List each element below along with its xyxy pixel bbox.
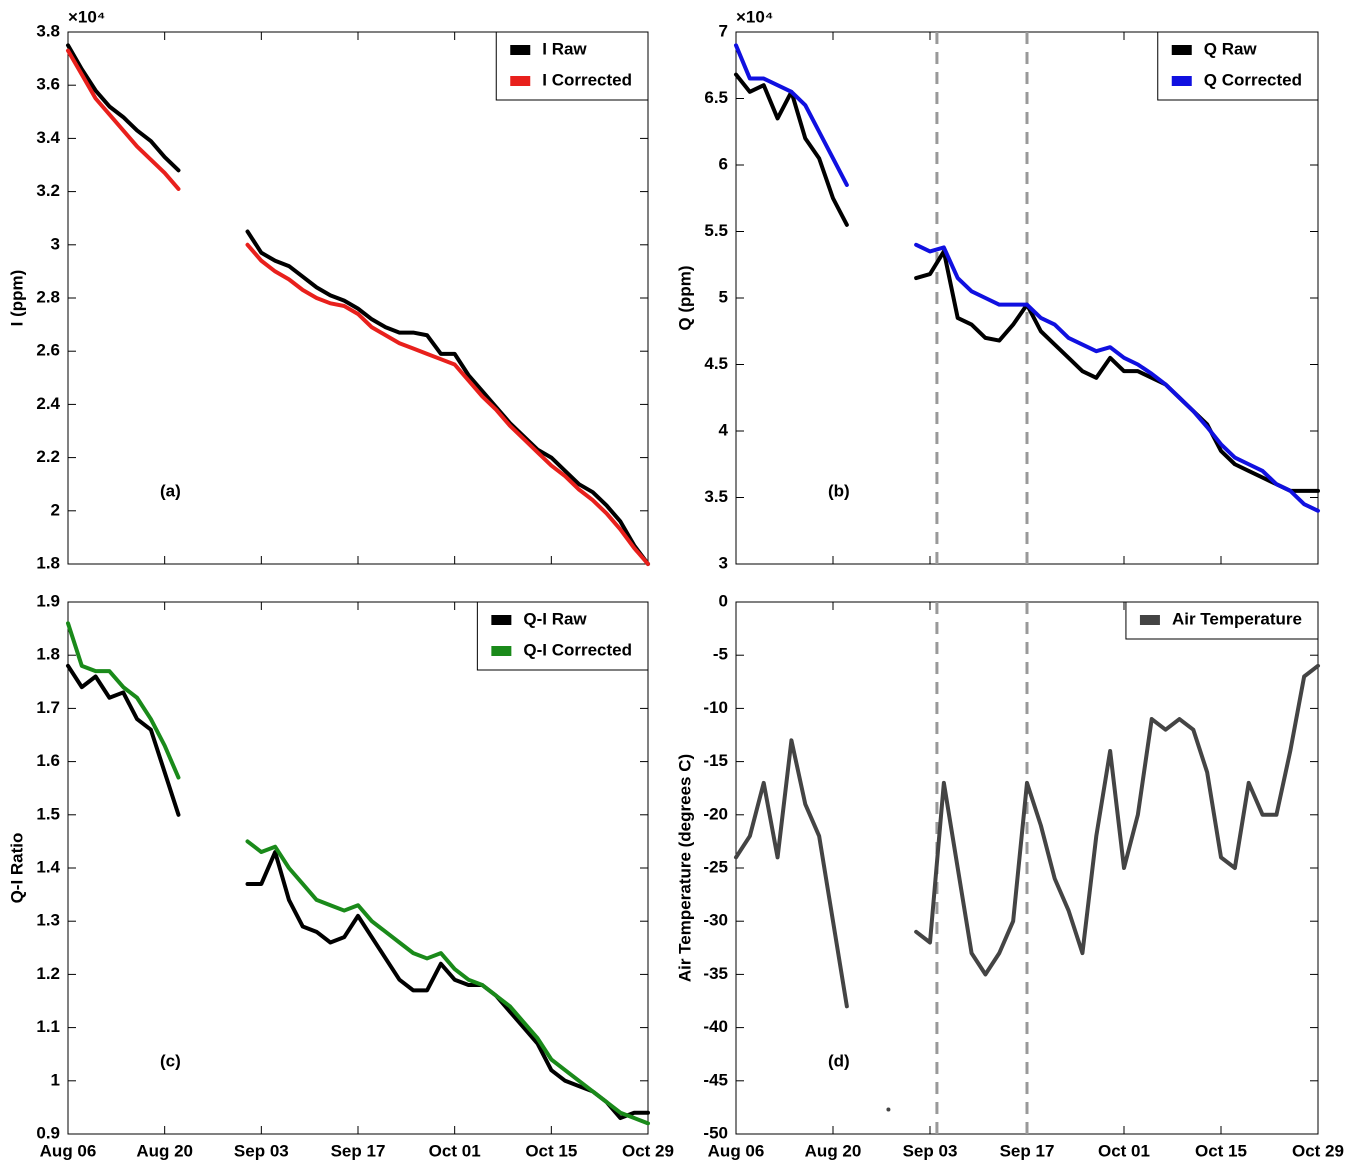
legend: I Raw I Corrected xyxy=(495,31,649,101)
x-tick-label: Oct 15 xyxy=(525,1141,577,1160)
y-tick-label: 4.5 xyxy=(704,354,728,373)
x-tick-label: Sep 03 xyxy=(903,1141,958,1160)
legend-swatch xyxy=(510,76,531,86)
y-tick-label: -40 xyxy=(703,1017,728,1036)
y-tick-label: 2 xyxy=(51,500,60,519)
plot-area xyxy=(67,601,649,1135)
x-tick-label: Sep 17 xyxy=(1000,1141,1055,1160)
legend-box xyxy=(476,601,649,671)
y-tick-label: 1.2 xyxy=(36,964,60,983)
y-axis-label: Q-I Ratio xyxy=(7,833,26,904)
x-tick-label: Aug 20 xyxy=(805,1141,862,1160)
series-line xyxy=(66,43,650,566)
series-line xyxy=(734,663,1320,1112)
plot-area xyxy=(67,31,649,565)
y-tick-label: 0.9 xyxy=(36,1123,60,1142)
y-tick-label: -5 xyxy=(713,645,728,664)
panel-label: (d) xyxy=(828,1051,850,1070)
legend-swatch xyxy=(510,45,531,55)
x-tick-label: Aug 20 xyxy=(136,1141,193,1160)
y-tick-label: 3.5 xyxy=(704,487,728,506)
legend-swatch xyxy=(491,646,512,656)
y-tick-label: 2.2 xyxy=(36,447,60,466)
y-tick-label: 4 xyxy=(719,420,729,439)
y-tick-label: 1.6 xyxy=(36,751,60,770)
legend-label: I Raw xyxy=(542,39,587,58)
x-tick-label: Aug 06 xyxy=(708,1141,765,1160)
y-tick-label: 1.4 xyxy=(36,857,60,876)
legend-label: I Corrected xyxy=(542,70,632,89)
y-tick-label: 6 xyxy=(719,154,728,173)
legend-label: Q Corrected xyxy=(1204,70,1302,89)
y-tick-label: 2.6 xyxy=(36,341,60,360)
legend-label: Air Temperature xyxy=(1172,609,1302,628)
y-axis-label: Air Temperature (degrees C) xyxy=(675,754,694,982)
y-tick-label: 3.4 xyxy=(36,128,60,147)
y-tick-label: 1.8 xyxy=(36,645,60,664)
legend-swatch xyxy=(491,615,512,625)
legend-label: Q Raw xyxy=(1204,39,1258,58)
panel-label: (c) xyxy=(160,1051,181,1070)
axis-exponent: ×10⁴ xyxy=(736,7,773,26)
y-tick-label: 1.7 xyxy=(36,698,60,717)
y-tick-label: -10 xyxy=(703,698,728,717)
y-tick-label: -25 xyxy=(703,857,728,876)
y-tick-label: -50 xyxy=(703,1123,728,1142)
x-tick-label: Oct 15 xyxy=(1195,1141,1247,1160)
y-tick-label: 1.3 xyxy=(36,911,60,930)
y-tick-label: 1.9 xyxy=(36,591,60,610)
y-tick-label: -20 xyxy=(703,804,728,823)
y-tick-label: 2.4 xyxy=(36,394,60,413)
y-tick-label: 6.5 xyxy=(704,88,728,107)
y-tick-label: -30 xyxy=(703,911,728,930)
series-line xyxy=(66,48,650,566)
legend-box xyxy=(1157,31,1319,101)
y-axis-label: I (ppm) xyxy=(7,270,26,327)
x-tick-label: Oct 29 xyxy=(622,1141,674,1160)
y-tick-label: -15 xyxy=(703,751,728,770)
legend-swatch xyxy=(1171,45,1192,55)
series-line xyxy=(734,43,1320,513)
axis-exponent: ×10⁴ xyxy=(68,7,105,26)
y-tick-label: 2.8 xyxy=(36,287,60,306)
x-tick-label: Oct 29 xyxy=(1292,1141,1344,1160)
panel-label: (b) xyxy=(828,481,850,500)
legend-box xyxy=(495,31,649,101)
legend-swatch xyxy=(1139,615,1160,625)
y-tick-label: 5.5 xyxy=(704,221,728,240)
y-tick-label: 0 xyxy=(719,591,728,610)
x-tick-label: Sep 03 xyxy=(234,1141,289,1160)
y-tick-label: 3 xyxy=(51,234,60,253)
series-line xyxy=(66,663,650,1121)
y-tick-label: 3.2 xyxy=(36,181,60,200)
x-tick-label: Sep 17 xyxy=(331,1141,386,1160)
y-tick-label: 3.6 xyxy=(36,75,60,94)
legend-label: Q-I Raw xyxy=(523,609,587,628)
y-tick-label: 1.8 xyxy=(36,553,60,572)
y-tick-label: 1 xyxy=(51,1070,60,1089)
legend-swatch xyxy=(1171,76,1192,86)
x-tick-label: Oct 01 xyxy=(429,1141,481,1160)
y-tick-label: 3 xyxy=(719,553,728,572)
y-tick-label: -35 xyxy=(703,964,728,983)
x-tick-label: Oct 01 xyxy=(1098,1141,1150,1160)
y-tick-label: 5 xyxy=(719,287,728,306)
y-tick-label: 1.1 xyxy=(36,1017,60,1036)
legend-label: Q-I Corrected xyxy=(523,640,632,659)
legend: Q Raw Q Corrected xyxy=(1157,31,1319,101)
series-line xyxy=(66,621,650,1126)
legend: Air Temperature xyxy=(1125,601,1319,640)
x-tick-label: Aug 06 xyxy=(40,1141,97,1160)
legend: Q-I Raw Q-I Corrected xyxy=(476,601,649,671)
y-tick-label: 7 xyxy=(719,21,728,40)
y-axis-label: Q (ppm) xyxy=(675,265,694,330)
y-tick-label: 1.5 xyxy=(36,804,60,823)
y-tick-label: 3.8 xyxy=(36,21,60,40)
panel-label: (a) xyxy=(160,481,181,500)
y-tick-label: -45 xyxy=(703,1070,728,1089)
